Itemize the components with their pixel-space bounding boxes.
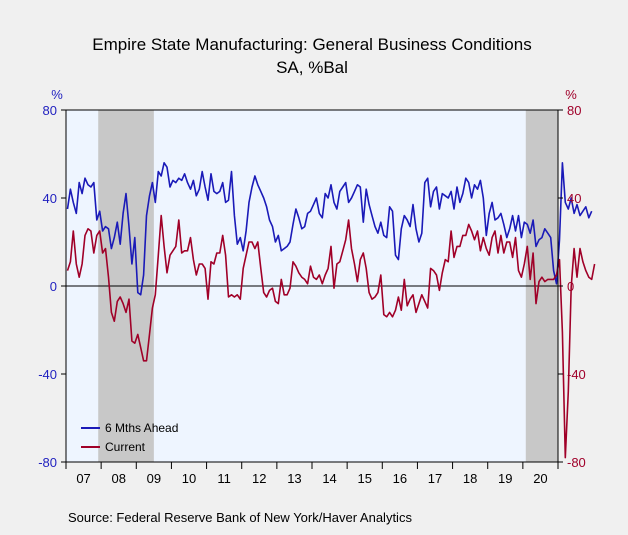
source-note: Source: Federal Reserve Bank of New York… — [68, 510, 412, 525]
legend-label-six-months: 6 Mths Ahead — [105, 421, 178, 435]
left-tick-label: 80 — [43, 103, 57, 118]
series-line-current — [66, 214, 596, 459]
chart-subtitle: SA, %Bal — [276, 58, 348, 77]
series-lines — [66, 162, 596, 459]
series-line-six-months-ahead — [66, 162, 593, 296]
x-tick-label: 10 — [182, 471, 196, 486]
x-tick-label: 15 — [357, 471, 371, 486]
x-tick-label: 07 — [76, 471, 90, 486]
right-axis-unit: % — [565, 87, 577, 102]
x-tick-label: 12 — [252, 471, 266, 486]
left-axis-unit: % — [51, 87, 63, 102]
right-tick-label: -80 — [567, 455, 586, 470]
right-tick-label: 0 — [567, 279, 574, 294]
legend: 6 Mths Ahead Current — [81, 421, 178, 454]
x-tick-label: 19 — [498, 471, 512, 486]
right-tick-label: -40 — [567, 367, 586, 382]
x-tick-label: 11 — [217, 471, 231, 486]
x-tick-label: 16 — [393, 471, 407, 486]
left-tick-label: 40 — [43, 191, 57, 206]
x-tick-label: 09 — [147, 471, 161, 486]
left-tick-label: -80 — [38, 455, 57, 470]
x-tick-label: 17 — [428, 471, 442, 486]
left-tick-label: 0 — [50, 279, 57, 294]
right-tick-label: 80 — [567, 103, 581, 118]
legend-label-current: Current — [105, 440, 146, 454]
chart-title: Empire State Manufacturing: General Busi… — [92, 35, 531, 54]
x-tick-label: 14 — [322, 471, 336, 486]
x-tick-label: 13 — [287, 471, 301, 486]
x-tick-label: 20 — [533, 471, 547, 486]
right-axis: -80 -40 0 40 80 — [558, 103, 586, 470]
left-axis: -80 -40 0 40 80 — [38, 103, 66, 470]
x-tick-label: 18 — [463, 471, 477, 486]
x-tick-label: 08 — [111, 471, 125, 486]
x-axis: 07 08 09 10 11 12 13 14 15 16 17 18 19 20 — [65, 462, 559, 486]
left-tick-label: -40 — [38, 367, 57, 382]
right-tick-label: 40 — [567, 191, 581, 206]
